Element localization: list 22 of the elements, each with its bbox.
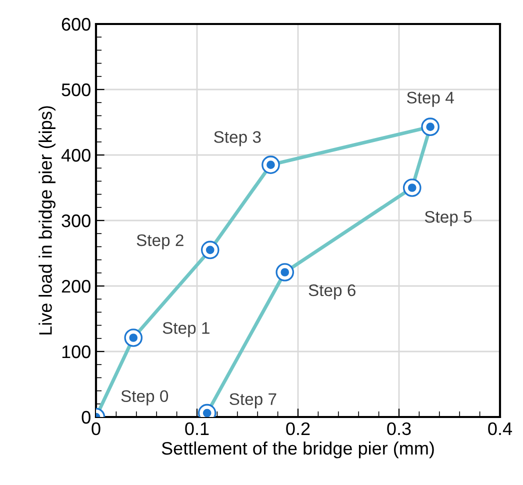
x-tick-label: 0.2 [286,422,310,436]
y-tick-label: 200 [62,280,90,293]
y-tick-label: 0 [82,410,90,424]
annotation: Step 4 [406,92,454,107]
annotation: Step 0 [121,390,168,406]
x-axis-title: Settlement of the bridge pier (mm) [162,441,434,458]
annotation: Step 5 [424,210,472,226]
x-tick-label: 0.4 [488,422,512,436]
annotation: Step 1 [162,322,210,338]
x-tick-label: 0.1 [185,422,209,436]
annotation: Step 2 [136,234,184,250]
y-tick-label: 600 [62,18,90,31]
annotation: Step 3 [214,131,261,146]
y-tick-label: 100 [62,345,90,358]
y-axis-title: Live load in bridge pier (kips) [38,106,56,334]
x-tick-label: 0.3 [387,422,411,436]
y-tick-label: 300 [62,214,90,228]
y-tick-label: 400 [61,148,90,162]
annotation: Step 7 [230,393,276,408]
y-tick-label: 500 [62,83,90,96]
x-tick-label: 0 [92,422,100,436]
annotation: Step 6 [308,284,356,300]
